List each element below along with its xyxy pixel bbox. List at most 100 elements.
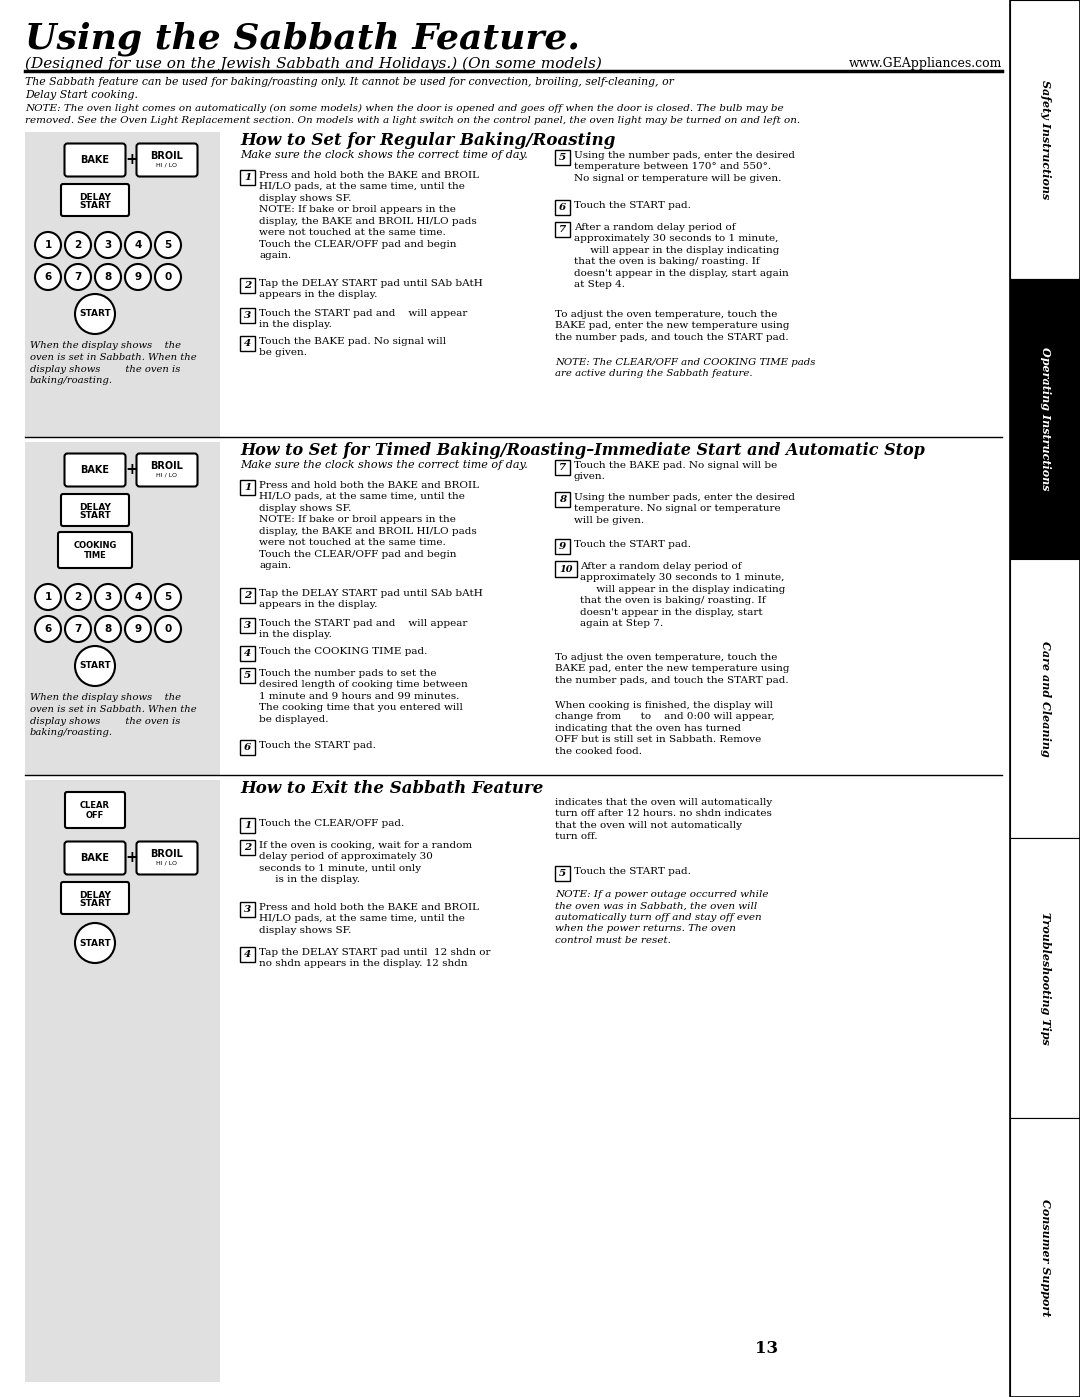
Bar bbox=[25, 131, 220, 437]
Text: 3: 3 bbox=[244, 622, 252, 630]
Bar bbox=[555, 492, 570, 507]
Text: +: + bbox=[125, 462, 138, 478]
Text: 4: 4 bbox=[134, 592, 141, 602]
Bar bbox=[240, 645, 255, 661]
Text: START: START bbox=[79, 939, 111, 947]
Text: DELAY: DELAY bbox=[79, 193, 111, 201]
Text: Troubleshooting Tips: Troubleshooting Tips bbox=[1039, 911, 1051, 1045]
Circle shape bbox=[65, 264, 91, 291]
FancyBboxPatch shape bbox=[65, 792, 125, 828]
Circle shape bbox=[95, 616, 121, 643]
Circle shape bbox=[125, 232, 151, 258]
Text: BAKE: BAKE bbox=[81, 854, 109, 863]
Text: When the display shows    the
oven is set in Sabbath. When the
display shows    : When the display shows the oven is set i… bbox=[30, 693, 197, 738]
Text: 6: 6 bbox=[558, 203, 566, 212]
Circle shape bbox=[95, 584, 121, 610]
FancyBboxPatch shape bbox=[65, 454, 125, 486]
Circle shape bbox=[65, 232, 91, 258]
Text: The Sabbath feature can be used for baking/roasting only. It cannot be used for : The Sabbath feature can be used for baki… bbox=[25, 77, 674, 101]
Circle shape bbox=[35, 616, 60, 643]
Circle shape bbox=[75, 923, 114, 963]
Text: 13: 13 bbox=[755, 1340, 778, 1356]
Bar bbox=[555, 866, 570, 882]
Text: 8: 8 bbox=[105, 272, 111, 282]
FancyBboxPatch shape bbox=[60, 882, 129, 914]
FancyBboxPatch shape bbox=[60, 495, 129, 527]
Text: 7: 7 bbox=[558, 462, 566, 472]
Text: 5: 5 bbox=[558, 869, 566, 877]
Text: BROIL: BROIL bbox=[150, 849, 184, 859]
Text: 0: 0 bbox=[164, 624, 172, 634]
Circle shape bbox=[35, 584, 60, 610]
Bar bbox=[1010, 838, 1080, 1118]
Text: How to Set for Regular Baking/Roasting: How to Set for Regular Baking/Roasting bbox=[240, 131, 616, 149]
Text: Touch the START pad and    will appear
in the display.: Touch the START pad and will appear in t… bbox=[259, 619, 468, 640]
Text: 1: 1 bbox=[244, 821, 252, 830]
FancyBboxPatch shape bbox=[65, 144, 125, 176]
Text: 6: 6 bbox=[44, 272, 52, 282]
Bar bbox=[555, 562, 577, 577]
Text: After a random delay period of
approximately 30 seconds to 1 minute,
     will a: After a random delay period of approxima… bbox=[573, 224, 788, 289]
Bar bbox=[555, 460, 570, 475]
Bar bbox=[240, 307, 255, 323]
Text: START: START bbox=[79, 310, 111, 319]
Text: 2: 2 bbox=[75, 240, 82, 250]
Bar bbox=[240, 337, 255, 351]
Text: 2: 2 bbox=[244, 281, 252, 291]
Bar bbox=[555, 149, 570, 165]
Text: BROIL: BROIL bbox=[150, 151, 184, 161]
Text: Tap the DELAY START pad until SAb bAtH
appears in the display.: Tap the DELAY START pad until SAb bAtH a… bbox=[259, 590, 483, 609]
Text: TIME: TIME bbox=[83, 550, 106, 560]
Circle shape bbox=[156, 264, 181, 291]
Circle shape bbox=[95, 264, 121, 291]
Text: Touch the START pad.: Touch the START pad. bbox=[259, 740, 376, 750]
Text: 3: 3 bbox=[105, 592, 111, 602]
Text: DELAY: DELAY bbox=[79, 503, 111, 511]
Text: Care and Cleaning: Care and Cleaning bbox=[1039, 641, 1051, 756]
Text: Touch the START pad.: Touch the START pad. bbox=[573, 868, 691, 876]
Text: 9: 9 bbox=[558, 542, 566, 550]
Text: 5: 5 bbox=[164, 592, 172, 602]
Text: +: + bbox=[125, 152, 138, 168]
Bar bbox=[240, 170, 255, 184]
Circle shape bbox=[75, 293, 114, 334]
Text: COOKING: COOKING bbox=[73, 542, 117, 550]
Text: START: START bbox=[79, 201, 111, 211]
Text: 0: 0 bbox=[164, 272, 172, 282]
Text: START: START bbox=[79, 662, 111, 671]
FancyBboxPatch shape bbox=[136, 841, 198, 875]
Text: 5: 5 bbox=[244, 671, 252, 680]
Text: 7: 7 bbox=[75, 624, 82, 634]
Bar bbox=[240, 278, 255, 293]
Text: 3: 3 bbox=[244, 905, 252, 914]
Text: HI / LO: HI / LO bbox=[157, 861, 177, 866]
Text: 1: 1 bbox=[244, 173, 252, 182]
Text: 4: 4 bbox=[244, 950, 252, 958]
Text: Operating Instructions: Operating Instructions bbox=[1039, 348, 1051, 490]
Text: 1: 1 bbox=[44, 592, 52, 602]
Text: Using the Sabbath Feature.: Using the Sabbath Feature. bbox=[25, 22, 580, 56]
Text: Touch the START pad.: Touch the START pad. bbox=[573, 201, 691, 210]
Circle shape bbox=[65, 616, 91, 643]
Bar bbox=[240, 617, 255, 633]
Text: HI / LO: HI / LO bbox=[157, 162, 177, 168]
Text: BAKE: BAKE bbox=[81, 155, 109, 165]
Text: +: + bbox=[125, 851, 138, 866]
FancyBboxPatch shape bbox=[65, 841, 125, 875]
Text: 8: 8 bbox=[558, 495, 566, 504]
Text: 6: 6 bbox=[244, 743, 252, 752]
Text: 4: 4 bbox=[244, 339, 252, 348]
Bar bbox=[555, 539, 570, 555]
Text: After a random delay period of
approximately 30 seconds to 1 minute,
     will a: After a random delay period of approxima… bbox=[580, 562, 785, 629]
Text: When cooking is finished, the display will
change from      to    and 0:00 will : When cooking is finished, the display wi… bbox=[555, 701, 774, 756]
Text: HI / LO: HI / LO bbox=[157, 472, 177, 478]
Text: 9: 9 bbox=[134, 272, 141, 282]
Text: START: START bbox=[79, 511, 111, 521]
FancyBboxPatch shape bbox=[58, 532, 132, 569]
Text: 10: 10 bbox=[559, 564, 572, 574]
Circle shape bbox=[35, 232, 60, 258]
FancyBboxPatch shape bbox=[60, 184, 129, 217]
Text: How to Exit the Sabbath Feature: How to Exit the Sabbath Feature bbox=[240, 780, 543, 798]
Text: 1: 1 bbox=[244, 483, 252, 492]
Text: 7: 7 bbox=[75, 272, 82, 282]
